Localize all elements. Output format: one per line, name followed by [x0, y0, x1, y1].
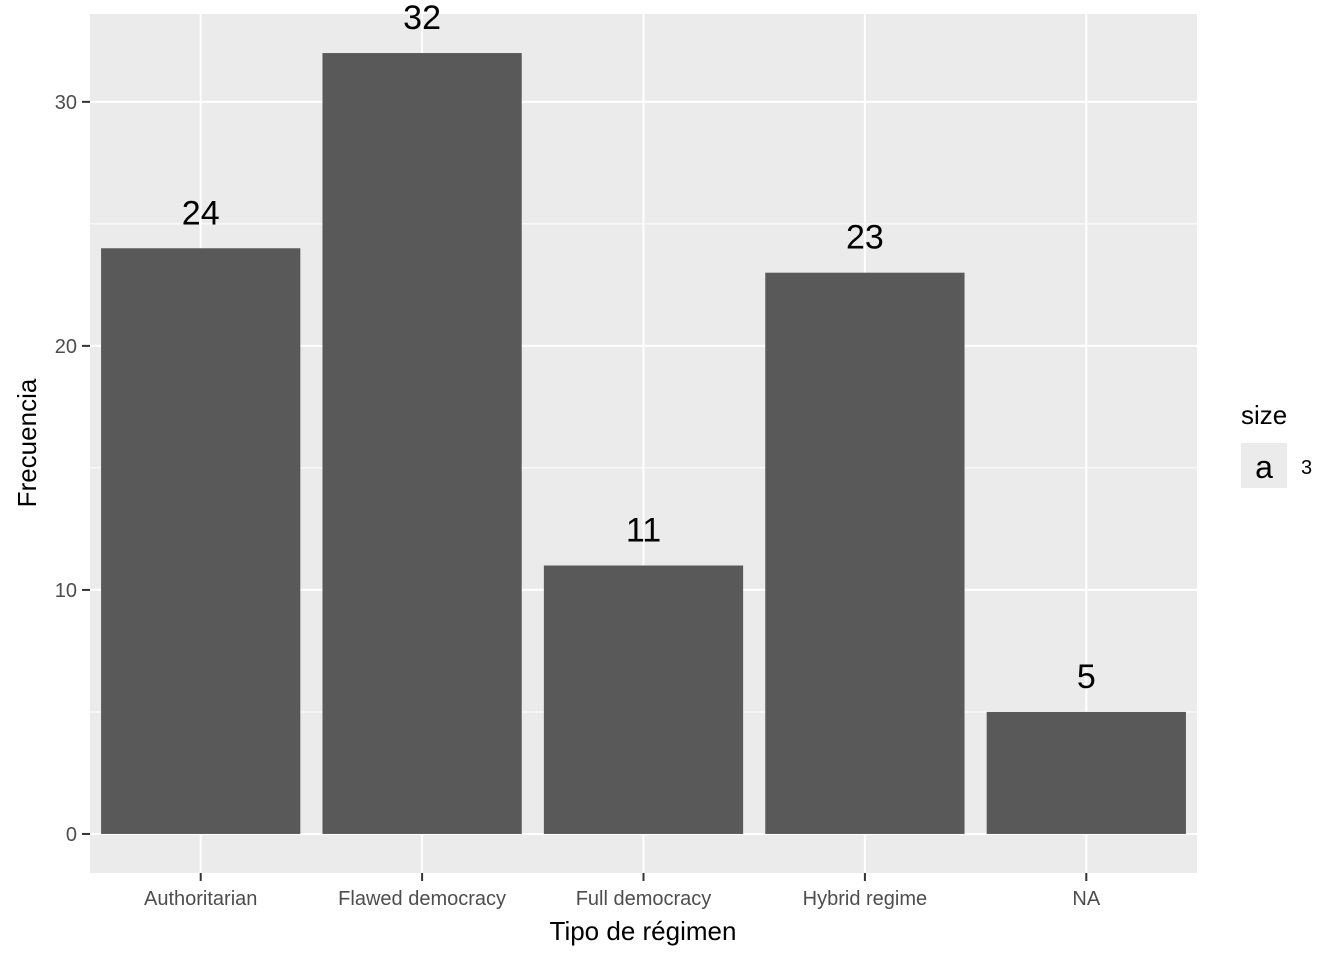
data-label: 11: [626, 512, 661, 550]
data-labels: 24 32 11 23 5: [182, 0, 1096, 696]
legend: size a 3: [1241, 400, 1312, 488]
legend-key-glyph: a: [1255, 449, 1273, 485]
data-label: 32: [403, 0, 441, 37]
data-label: 5: [1077, 658, 1096, 696]
bar-hybrid-regime: [765, 272, 965, 834]
y-axis-title: Frecuencia: [12, 378, 42, 507]
x-tick-label: Authoritarian: [144, 888, 257, 910]
data-label: 23: [846, 219, 884, 257]
legend-title: size: [1241, 400, 1287, 430]
legend-key: [1241, 443, 1287, 488]
y-tick-label: 20: [55, 336, 77, 358]
y-tick-label: 30: [55, 92, 77, 114]
x-tick-label: Full democracy: [576, 888, 712, 910]
x-tick-label: Hybrid regime: [803, 888, 927, 910]
x-tick-label: NA: [1072, 888, 1100, 910]
y-axis: 0 10 20 30: [55, 92, 90, 846]
bar-authoritarian: [101, 248, 301, 834]
bar-full-democracy: [543, 565, 744, 834]
x-axis: Authoritarian Flawed democracy Full democr…: [144, 873, 1101, 910]
bar-flawed-democracy: [322, 53, 522, 834]
y-tick-label: 10: [55, 580, 77, 602]
x-axis-title: Tipo de régimen: [550, 916, 737, 946]
data-label: 24: [182, 194, 220, 232]
bar-na: [986, 711, 1186, 834]
x-tick-label: Flawed democracy: [338, 888, 506, 910]
y-tick-label: 0: [66, 824, 77, 846]
legend-label: 3: [1301, 457, 1312, 479]
bars: [101, 53, 1186, 834]
